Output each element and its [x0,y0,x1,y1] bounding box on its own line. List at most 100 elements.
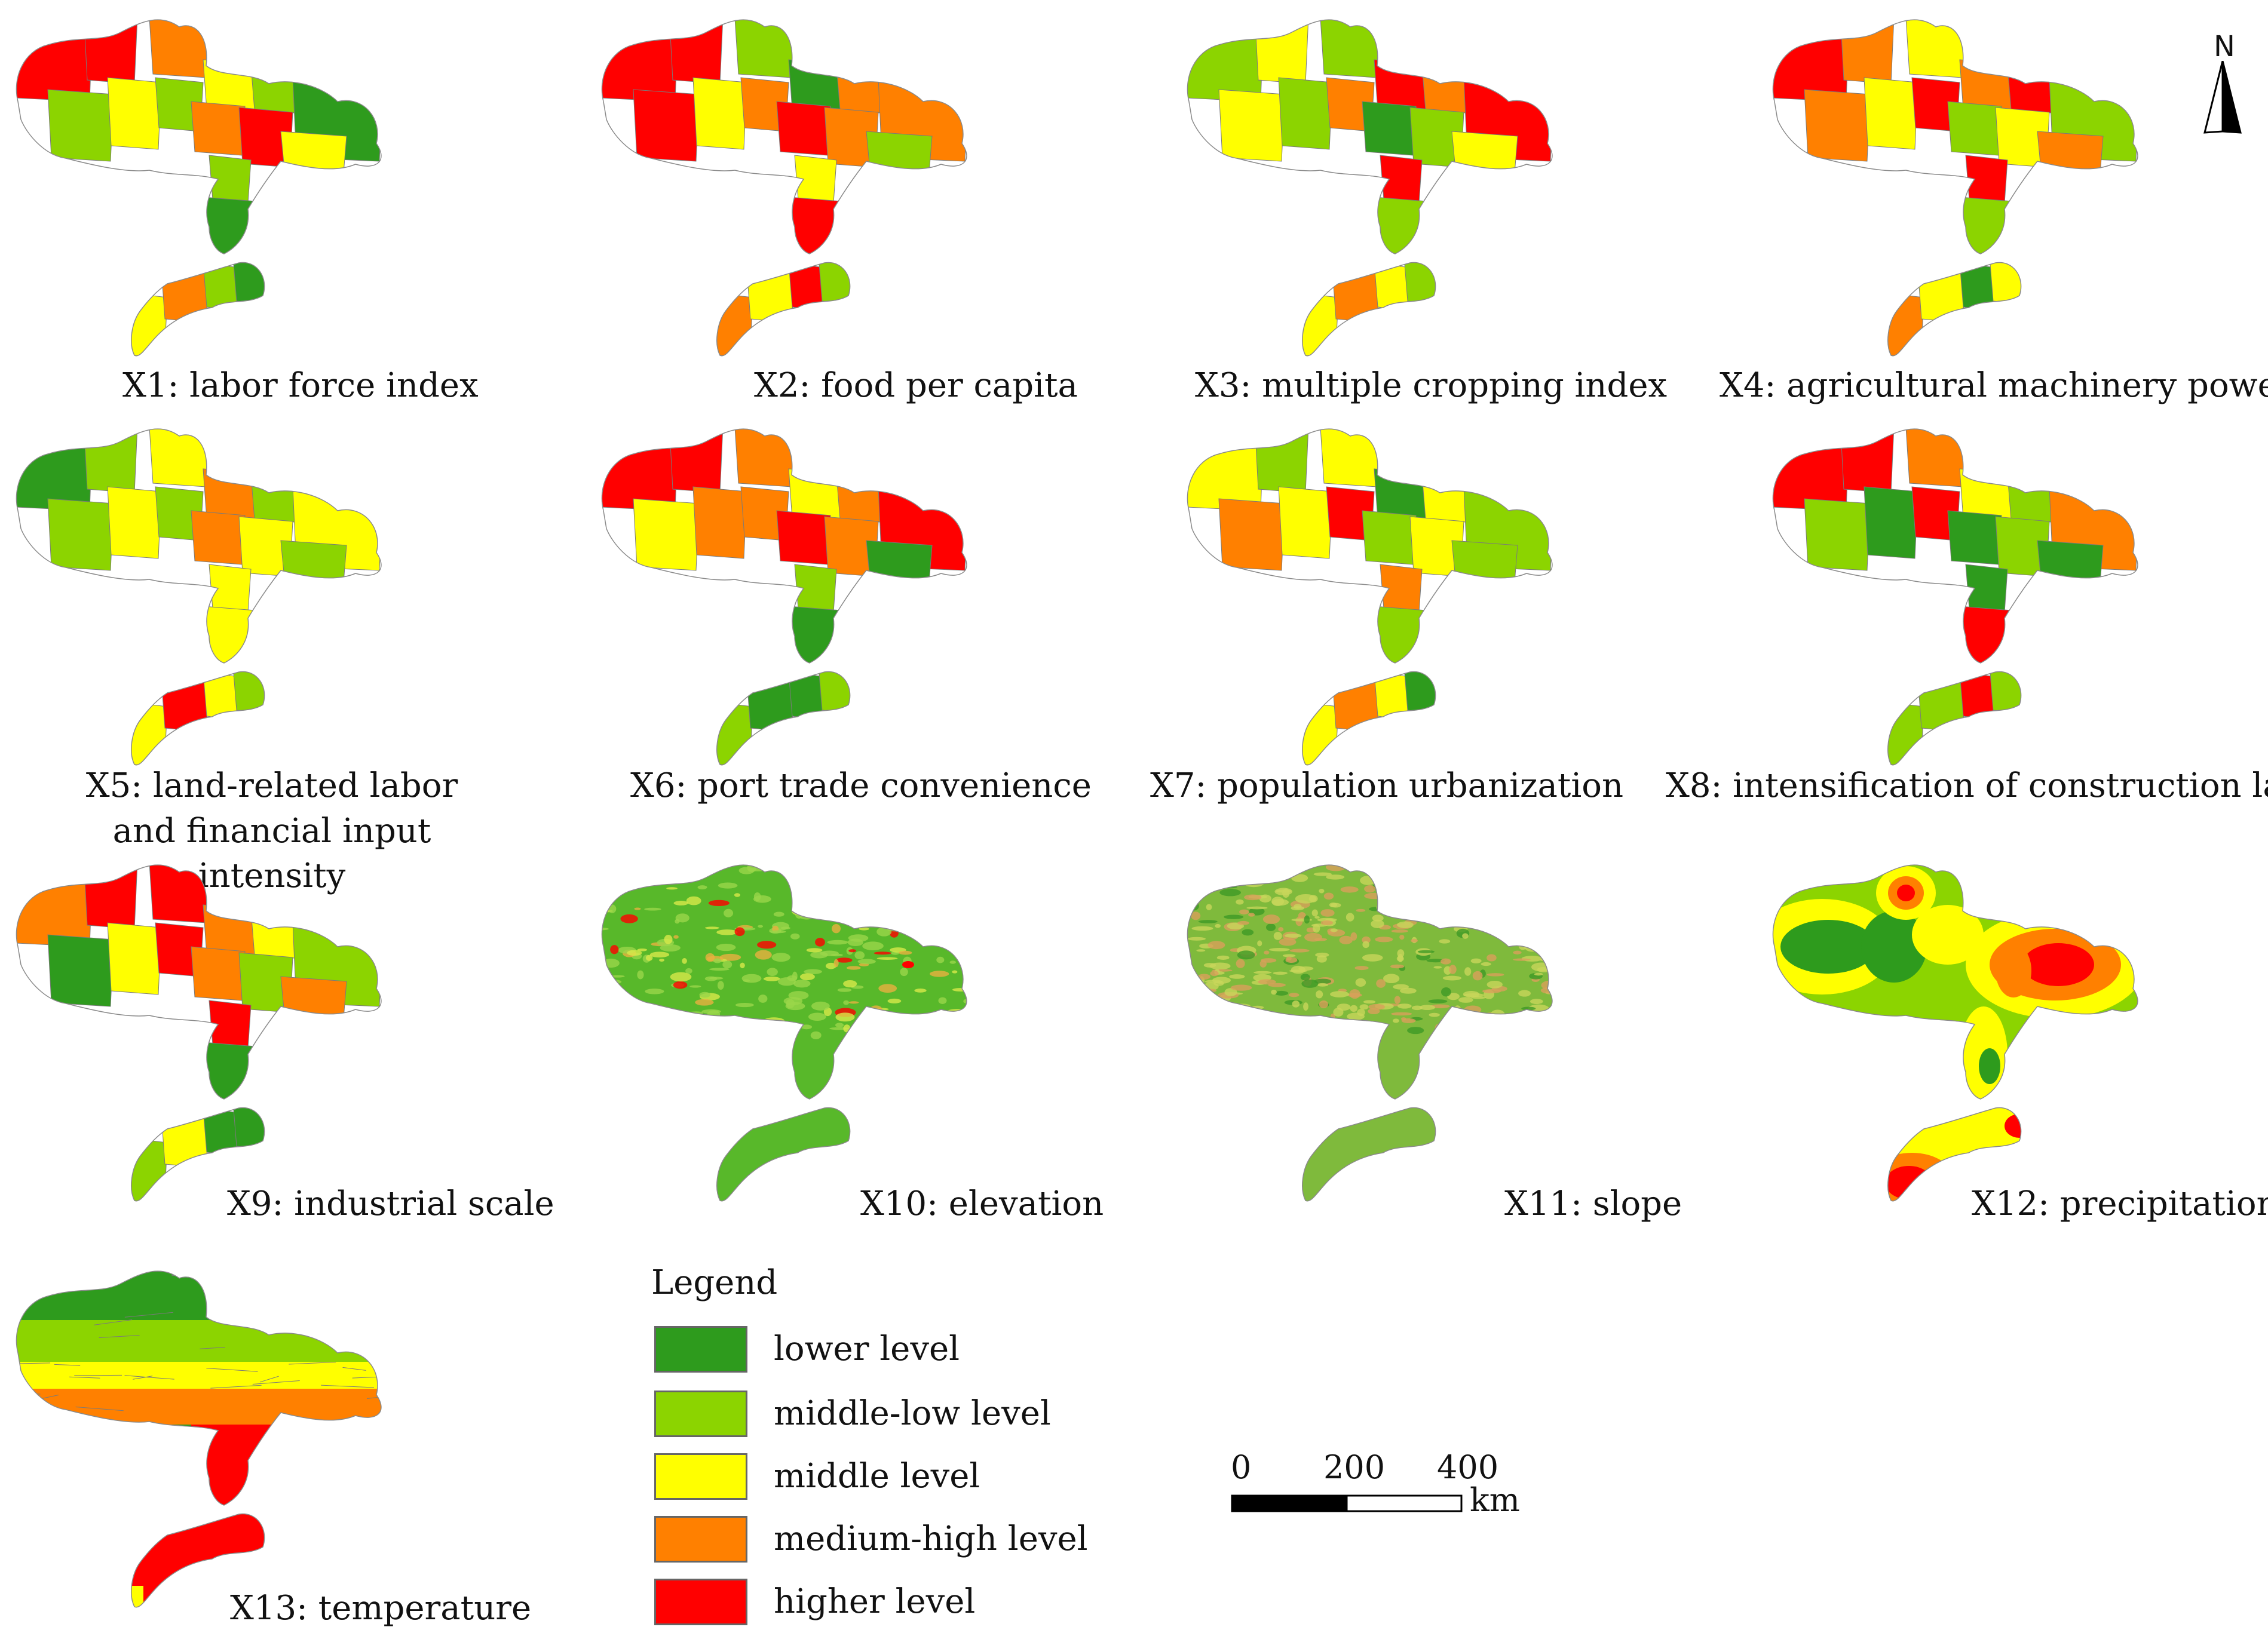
raster-patch [1242,1009,1256,1020]
raster-patch [1350,1021,1360,1027]
raster-patch [1359,1004,1369,1010]
raster-patch [857,959,876,965]
region [203,671,240,720]
region [1804,498,1871,571]
raster-patch [1298,966,1314,971]
raster-patch [1248,913,1255,917]
region [1332,677,1381,732]
map-outline [1187,864,1553,1202]
raster-patch [1237,950,1255,960]
raster-patch [645,989,664,995]
raster-patch [1551,968,1552,977]
raster-patch [707,1010,721,1018]
raster-patch [1503,893,1519,896]
raster-patch [1351,1024,1359,1033]
region [1332,268,1381,323]
region [1947,101,2002,156]
raster-patch [627,950,642,956]
raster-patch [769,930,786,934]
raster-patch [1513,958,1531,961]
raster-patch [1285,934,1302,938]
raster-patch [1376,979,1386,988]
region [776,101,831,156]
map-x8 [1772,428,2138,766]
raster-patch [685,968,692,974]
raster-patch [1518,990,1531,997]
raster-patch [876,957,898,960]
raster-patch [1536,1018,1550,1024]
region [776,510,831,565]
map-fill [602,429,967,765]
raster-patch [1392,1018,1399,1023]
raster-patch [610,975,625,978]
raster-patch [1419,1005,1436,1011]
raster-patch [1506,861,1521,865]
raster-patch [1446,903,1463,908]
raster-patch [930,971,949,977]
raster-patch [1191,926,1213,931]
raster-patch [1490,877,1509,887]
raster-patch [809,879,819,884]
raster-patch [952,987,967,992]
raster-patch [1462,933,1469,939]
raster-patch [848,1001,859,1004]
raster-patch [1447,993,1460,1000]
raster-patch [1349,989,1360,999]
raster-patch [1289,993,1299,997]
raster-patch [771,953,790,962]
raster-patch [758,995,768,1003]
raster-patch [778,977,796,986]
raster-patch [1492,1028,1511,1032]
region [1218,498,1285,571]
map-outline [601,864,967,1202]
raster-patch [762,865,772,867]
raster-patch [846,966,861,970]
raster-patch [1433,868,1451,876]
raster-patch [899,950,912,955]
region [1278,486,1333,559]
region [1965,155,2008,204]
raster-patch [1544,858,1559,865]
raster-patch [1316,983,1329,987]
raster-patch [1266,923,1276,931]
raster-patch [1187,937,1206,941]
raster-patch [602,958,620,968]
raster-patch [1534,885,1541,888]
raster-patch [1552,920,1567,922]
raster-patch [724,908,734,917]
raster-patch [1198,873,1219,879]
map-x7 [1187,428,1553,766]
raster-patch [1487,980,1503,989]
raster-patch [1330,991,1350,997]
raster-patch [1326,874,1345,880]
raster-patch [963,895,967,904]
raster-patch [1301,979,1319,988]
region [818,665,861,714]
raster-patch [848,891,860,900]
raster-patch [1237,920,1249,925]
caption-x4: X4: agricultural machinery power [1720,366,2268,405]
raster-patch [1397,954,1403,963]
raster-patch [781,857,801,860]
region [692,77,747,150]
raster-patch [931,865,948,867]
scale-unit: km [1470,1481,1520,1519]
county-boundary [321,1385,375,1388]
raster-patch [1389,881,1397,886]
raster-patch [709,968,730,971]
raster-patch [1193,1027,1212,1032]
map-x2 [601,19,967,357]
region [1187,429,1264,511]
raster-patch [1454,1005,1461,1014]
raster-patch [1220,1012,1228,1023]
raster-patch [666,887,678,890]
region [107,486,162,559]
raster-patch [637,948,648,951]
raster-patch [948,883,959,891]
temp-band [16,1320,381,1362]
raster-patch [654,858,673,865]
raster-patch [1273,971,1288,975]
region [161,677,210,732]
raster-patch [602,1026,612,1032]
map-fill [1773,865,2138,1201]
